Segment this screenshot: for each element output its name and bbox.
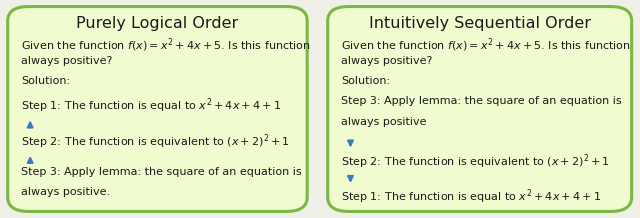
FancyBboxPatch shape <box>328 7 632 211</box>
Text: Step 1: The function is equal to $x^2 + 4x + 4 + 1$: Step 1: The function is equal to $x^2 + … <box>341 187 602 206</box>
Text: Given the function $f(x) = x^2 + 4x + 5$. Is this function: Given the function $f(x) = x^2 + 4x + 5$… <box>21 36 311 54</box>
Text: Solution:: Solution: <box>341 77 390 86</box>
Text: Step 3: Apply lemma: the square of an equation is: Step 3: Apply lemma: the square of an eq… <box>341 97 622 107</box>
Text: Given the function $f(x) = x^2 + 4x + 5$. Is this function: Given the function $f(x) = x^2 + 4x + 5$… <box>341 36 631 54</box>
Text: always positive.: always positive. <box>21 187 110 198</box>
Text: Intuitively Sequential Order: Intuitively Sequential Order <box>369 16 591 31</box>
Text: always positive: always positive <box>341 117 427 127</box>
Text: always positive?: always positive? <box>21 56 113 66</box>
Text: Solution:: Solution: <box>21 77 70 86</box>
Text: Step 1: The function is equal to $x^2 + 4x + 4 + 1$: Step 1: The function is equal to $x^2 + … <box>21 97 281 115</box>
Text: Step 2: The function is equivalent to $(x + 2)^2 + 1$: Step 2: The function is equivalent to $(… <box>341 152 611 171</box>
Text: Step 3: Apply lemma: the square of an equation is: Step 3: Apply lemma: the square of an eq… <box>21 167 302 177</box>
Text: Step 2: The function is equivalent to $(x + 2)^2 + 1$: Step 2: The function is equivalent to $(… <box>21 132 290 151</box>
Text: Purely Logical Order: Purely Logical Order <box>76 16 239 31</box>
FancyBboxPatch shape <box>8 7 307 211</box>
Text: always positive?: always positive? <box>341 56 433 66</box>
